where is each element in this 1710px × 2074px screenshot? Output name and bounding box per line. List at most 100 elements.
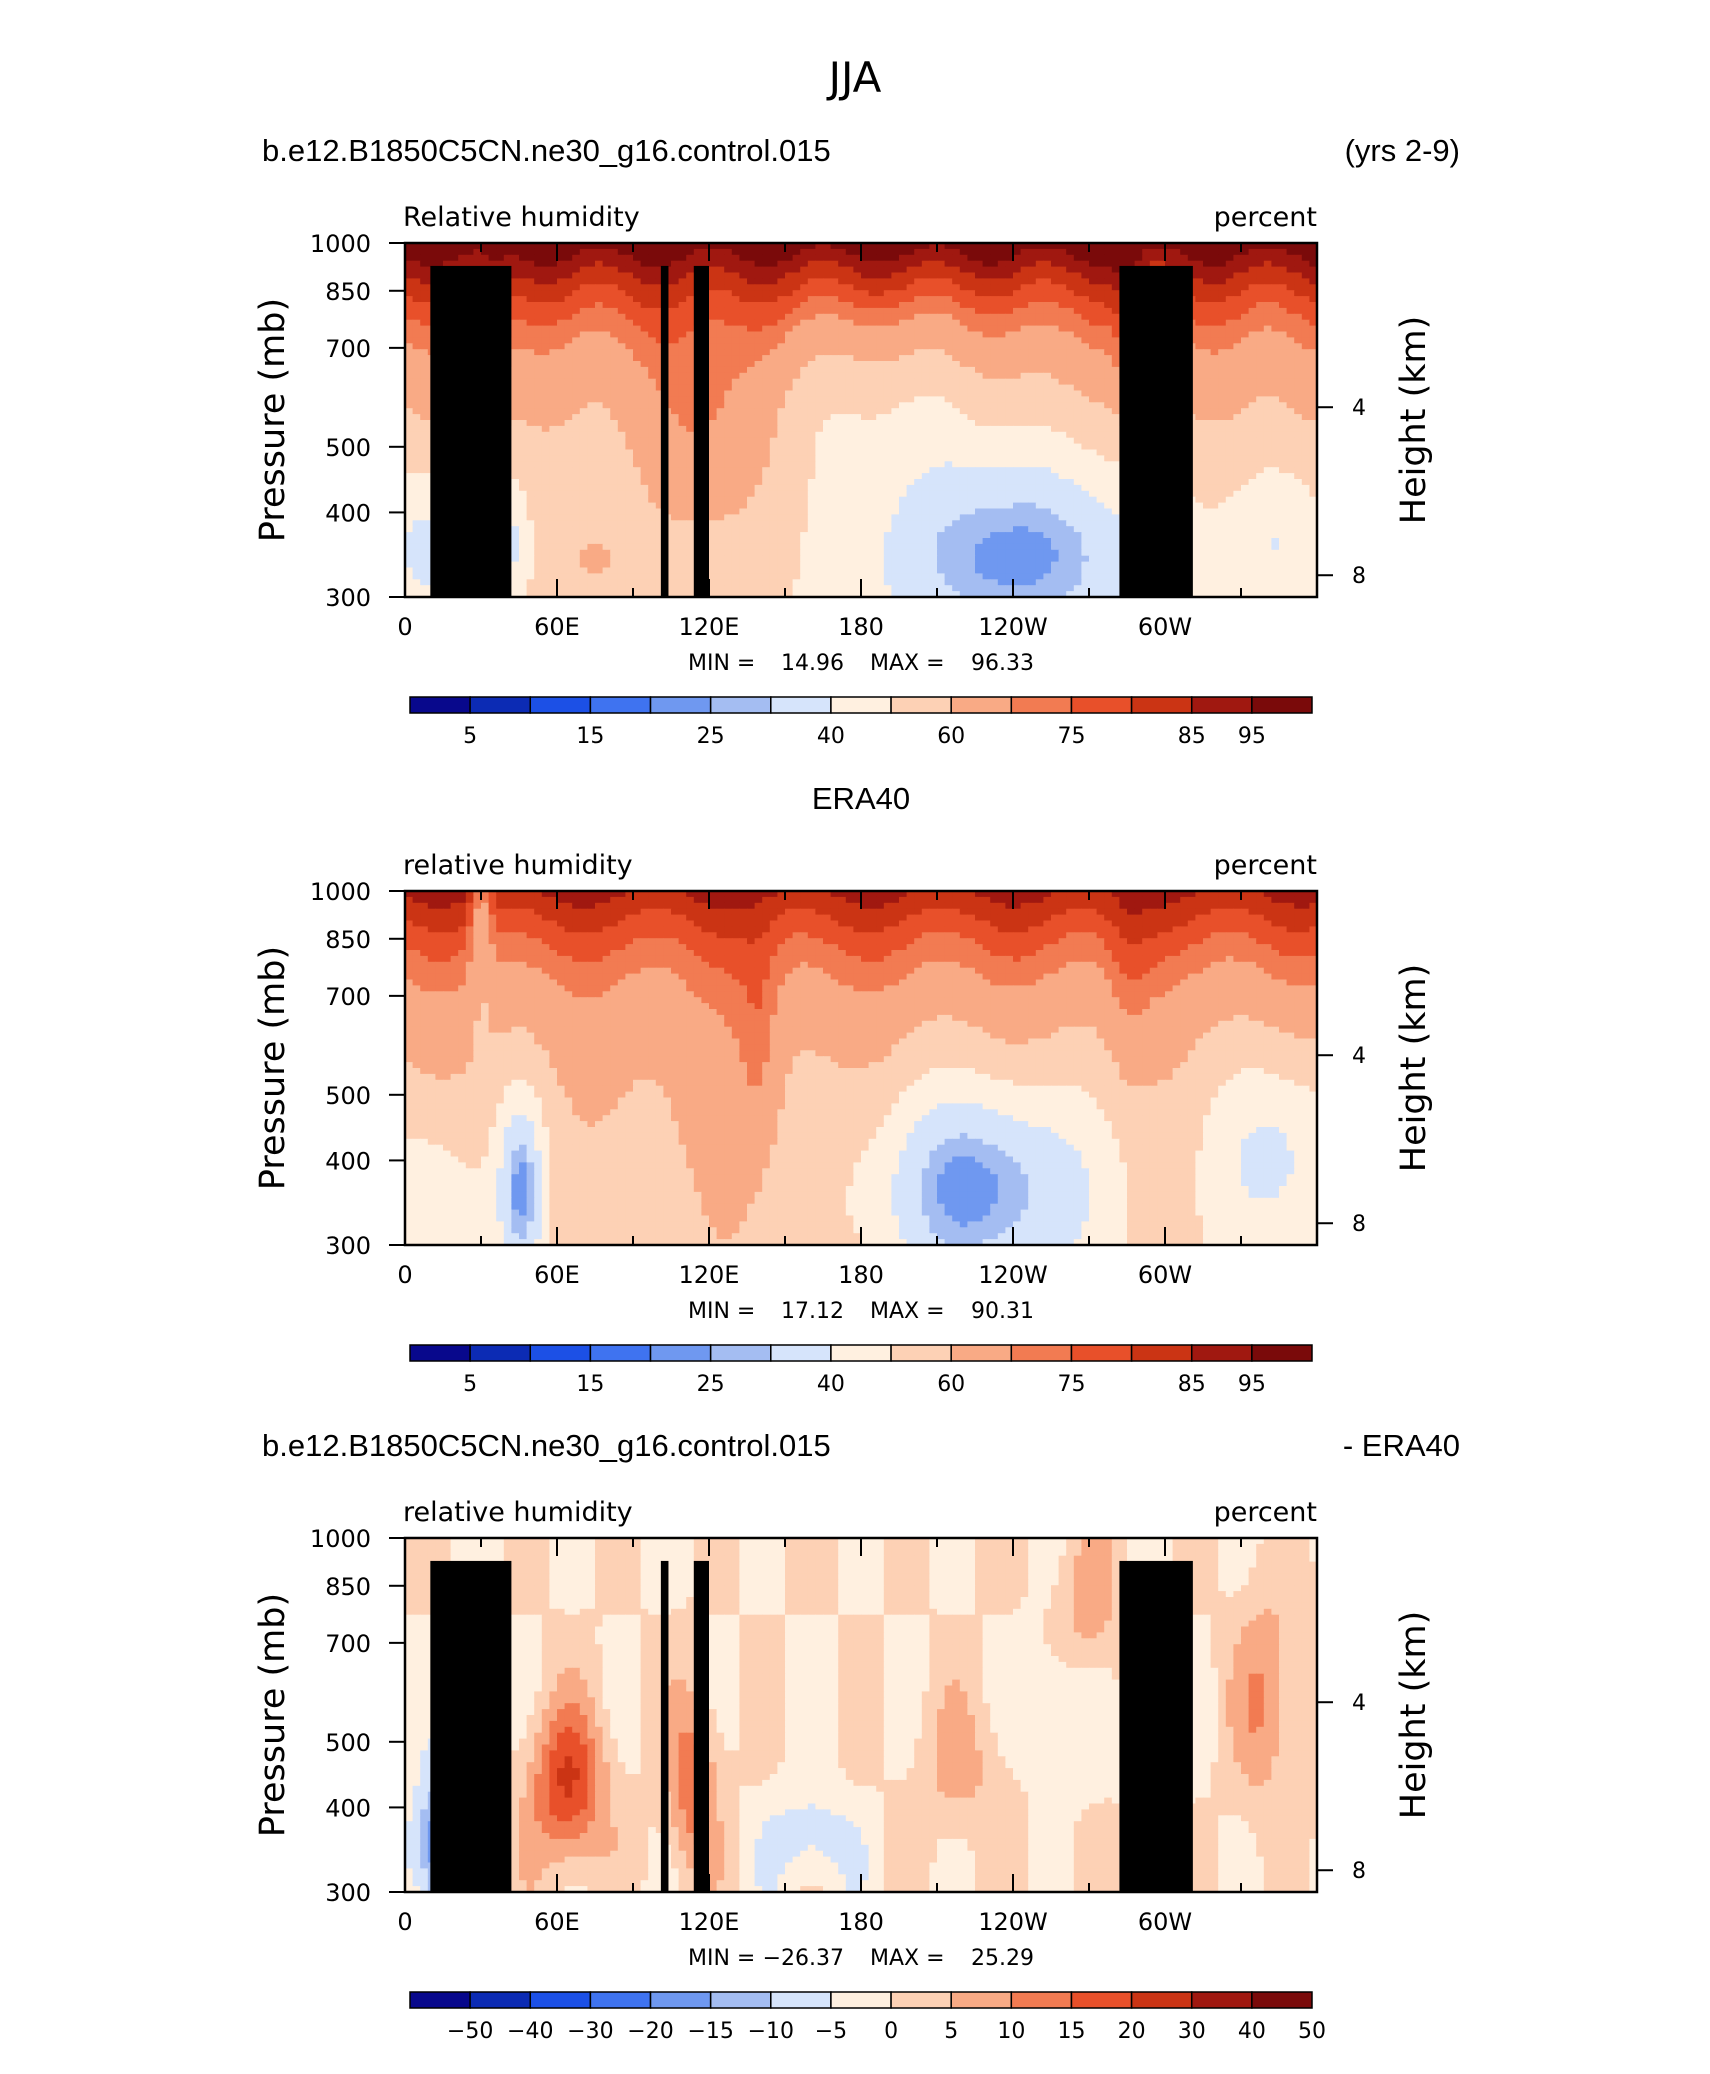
y-tick-label: 500 [325,1082,371,1110]
colorbar-box [649,1344,712,1362]
y-tick-label: 850 [325,1573,371,1601]
x-tick-label: 60W [1138,1908,1192,1936]
contour-field [405,891,1318,1246]
colorbar-label: 25 [697,724,725,749]
panel-model: b.e12.B1850C5CN.ne30_g16.control.015 (yrs… [253,133,1460,749]
x-tick-label: 0 [397,613,412,641]
colorbar-label: 0 [884,2019,898,2044]
topography-mask [1119,1560,1193,1892]
colorbar-box [469,1344,532,1362]
panel-title-left: b.e12.B1850C5CN.ne30_g16.control.015 [262,133,831,168]
colorbar-box [950,696,1013,714]
x-tick-label: 120E [679,613,740,641]
x-axis: 0 60E 120E 180 120W 60W [397,1538,1318,1936]
x-tick-label: 180 [838,613,884,641]
colorbar-label: 40 [817,724,845,749]
colorbar-box [770,1991,832,2009]
min-max-readout: MIN = 14.96 MAX = 96.33 [688,651,1034,676]
colorbar-box [409,1344,471,1362]
colorbar-label: 75 [1057,1372,1085,1397]
colorbar-label: −30 [567,2019,613,2044]
colorbar-label: −40 [507,2019,553,2044]
y-tick-label: 700 [325,1630,371,1658]
min-label: MIN = [688,1946,755,1971]
max-label: MAX = [870,651,945,676]
min-value: 17.12 [781,1299,844,1324]
colorbar-box [1251,696,1313,714]
colorbar-label: 60 [937,1372,965,1397]
height-axis: 4 8 Height (km) [1317,964,1434,1237]
max-label: MAX = [870,1946,945,1971]
panel-obs: ERA40 relative humidity percent 0 60E 120E 180… [253,781,1434,1397]
colorbar-label: −10 [748,2019,794,2044]
colorbar-box [529,1991,592,2009]
colorbar-label: 60 [937,724,965,749]
colorbar-box [469,1991,532,2009]
panel-diff: b.e12.B1850C5CN.ne30_g16.control.015 - ER… [253,1428,1460,2044]
colorbar-box [529,1344,592,1362]
colorbar-label: 5 [463,1372,477,1397]
height-tick-label: 4 [1352,396,1366,421]
x-tick-label: 120E [679,1261,740,1289]
colorbar-box [709,696,772,714]
colorbar-label: 30 [1178,2019,1206,2044]
colorbar-box [409,1991,471,2009]
colorbar-box [589,696,652,714]
height-tick-label: 8 [1352,1859,1366,1884]
topography-mask [693,265,709,597]
y-tick-label: 300 [325,1879,371,1907]
colorbar-box [709,1344,772,1362]
min-max-readout: MIN = −26.37 MAX = 25.29 [688,1946,1034,1971]
x-tick-label: 0 [397,1908,412,1936]
y-tick-label: 500 [325,434,371,462]
variable-label: relative humidity [403,850,633,881]
colorbar-box [890,1344,952,1362]
variable-label: Relative humidity [403,202,640,233]
y-tick-label: 500 [325,1729,371,1757]
min-value: 14.96 [781,651,844,676]
colorbar: −50 −40 −30 −20 −15 −10 −5 0 5 10 15 20 30 40 50 [409,1991,1326,2044]
colorbar-box [649,1991,712,2009]
y-axis: 300 400 500 700 850 1000 Pressure (mb) [253,878,405,1260]
x-axis: 0 60E 120E 180 120W 60W [397,891,1318,1289]
colorbar-label: 85 [1178,724,1206,749]
height-axis: 4 8 Height (km) [1317,1611,1434,1884]
panel-title-right: - ERA40 [1343,1428,1460,1463]
y-axis: 300 400 500 700 850 1000 Pressure (mb) [253,1525,405,1907]
colorbar-box [1190,696,1253,714]
colorbar-box [950,1344,1013,1362]
y-tick-label: 700 [325,983,371,1011]
min-label: MIN = [688,651,755,676]
colorbar-label: 5 [944,2019,958,2044]
colorbar-box [770,696,832,714]
topography-mask [478,285,507,597]
colorbar-label: 50 [1298,2019,1326,2044]
x-tick-label: 120W [978,613,1048,641]
height-axis-title: Height (km) [1394,1611,1434,1820]
height-axis-title: Height (km) [1394,316,1434,525]
colorbar-box [589,1344,652,1362]
colorbar-label: −50 [447,2019,493,2044]
topography-mask [693,1560,709,1892]
colorbar-box [830,1344,892,1362]
x-tick-label: 180 [838,1908,884,1936]
colorbar-label: −20 [627,2019,673,2044]
x-tick-label: 60E [534,1908,580,1936]
y-tick-label: 850 [325,926,371,954]
units-label: percent [1214,1497,1317,1528]
colorbar: 5 15 25 40 60 75 85 95 [409,696,1313,749]
x-tick-label: 60W [1138,613,1192,641]
height-axis-title: Height (km) [1394,964,1434,1173]
colorbar-box [1251,1991,1313,2009]
x-axis: 0 60E 120E 180 120W 60W [397,243,1318,641]
y-tick-label: 1000 [310,230,371,258]
x-tick-label: 0 [397,1261,412,1289]
y-tick-label: 300 [325,1232,371,1260]
colorbar-label: 5 [463,724,477,749]
units-label: percent [1214,850,1317,881]
colorbar-box [529,696,592,714]
colorbar-box [950,1991,1013,2009]
y-tick-label: 400 [325,1794,371,1822]
topography-mask [478,1580,507,1892]
